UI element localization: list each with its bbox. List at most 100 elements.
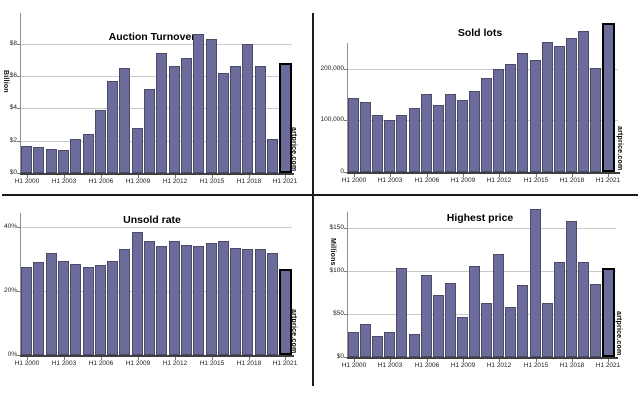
bar-h1-2015 bbox=[206, 243, 218, 355]
bar-h1-2012 bbox=[169, 66, 181, 173]
bar-h1-2009 bbox=[457, 100, 469, 172]
bar-h1-2011 bbox=[481, 303, 493, 357]
y-axis bbox=[347, 212, 348, 357]
bar-h1-2004 bbox=[396, 268, 408, 357]
bar-h1-2011 bbox=[156, 53, 168, 173]
x-tick bbox=[608, 174, 609, 177]
y-axis-label-billion: Billion bbox=[2, 70, 9, 93]
bar-h1-2021 bbox=[279, 63, 293, 173]
y-tick-label: 0 bbox=[340, 168, 344, 175]
x-tick bbox=[499, 174, 500, 177]
y-tick bbox=[344, 120, 347, 121]
horizontal-divider bbox=[2, 194, 638, 196]
bar-h1-2017 bbox=[554, 46, 566, 172]
bar-h1-2019 bbox=[255, 249, 267, 355]
bar-h1-2006 bbox=[421, 275, 433, 357]
y-tick bbox=[344, 314, 347, 315]
bar-h1-2010 bbox=[469, 91, 481, 172]
bar-h1-2016 bbox=[218, 241, 230, 355]
x-tick bbox=[175, 357, 176, 360]
bar-h1-2017 bbox=[230, 248, 242, 355]
y-axis-label-millions: Millions bbox=[329, 238, 336, 266]
bar-h1-2004 bbox=[70, 139, 82, 173]
bar-h1-2010 bbox=[144, 89, 156, 173]
watermark-artprice-top-left: artprice.com bbox=[290, 127, 297, 172]
x-tick-label: H1 2018 bbox=[559, 177, 585, 184]
x-tick-label: H1 2003 bbox=[377, 362, 403, 369]
bar-h1-2015 bbox=[530, 209, 542, 357]
chart-title-auction-turnover: Auction Turnover bbox=[108, 31, 196, 43]
bar-h1-2005 bbox=[409, 334, 421, 357]
bar-h1-2016 bbox=[218, 73, 230, 173]
x-tick-label: H1 2006 bbox=[414, 177, 440, 184]
bar-h1-2010 bbox=[144, 241, 156, 355]
bar-h1-2005 bbox=[83, 134, 95, 173]
x-tick bbox=[354, 359, 355, 362]
x-tick-label: H1 2003 bbox=[377, 177, 403, 184]
bar-h1-2006 bbox=[95, 110, 107, 173]
x-tick bbox=[572, 174, 573, 177]
x-tick bbox=[499, 359, 500, 362]
x-axis bbox=[347, 357, 618, 359]
bar-h1-2018 bbox=[242, 44, 254, 173]
x-tick bbox=[138, 357, 139, 360]
bar-h1-2001 bbox=[33, 147, 45, 173]
bar-h1-2020 bbox=[267, 253, 279, 355]
bar-h1-2000 bbox=[21, 267, 33, 355]
bar-h1-2004 bbox=[396, 115, 408, 172]
x-tick-label: H1 2000 bbox=[14, 178, 40, 185]
bar-h1-2013 bbox=[181, 58, 193, 173]
bar-h1-2000 bbox=[21, 146, 33, 173]
x-tick bbox=[427, 359, 428, 362]
vertical-divider bbox=[312, 13, 314, 386]
bar-h1-2001 bbox=[360, 324, 372, 357]
x-tick-label: H1 2015 bbox=[523, 362, 549, 369]
bar-h1-2012 bbox=[169, 241, 181, 355]
x-tick-label: H1 2003 bbox=[51, 360, 77, 367]
x-tick-label: H1 2000 bbox=[341, 177, 367, 184]
y-tick bbox=[17, 227, 20, 228]
y-tick bbox=[17, 355, 20, 356]
x-axis bbox=[20, 173, 294, 175]
y-tick bbox=[17, 141, 20, 142]
bar-h1-2001 bbox=[33, 262, 45, 355]
chart-title-highest-price: Highest price bbox=[446, 212, 514, 224]
y-tick bbox=[344, 69, 347, 70]
y-tick-label: $4 bbox=[9, 104, 17, 111]
x-tick-label: H1 2009 bbox=[125, 178, 151, 185]
chart-title-sold-lots: Sold lots bbox=[457, 27, 503, 39]
bar-h1-2000 bbox=[348, 98, 360, 172]
bar-h1-2009 bbox=[457, 317, 469, 357]
y-tick-label: $6 bbox=[9, 72, 17, 79]
bar-h1-2002 bbox=[372, 336, 384, 357]
x-tick bbox=[212, 357, 213, 360]
x-tick bbox=[285, 175, 286, 178]
watermark-artprice-bottom-left: artprice.com bbox=[290, 309, 297, 354]
x-tick-label: H1 2012 bbox=[486, 177, 512, 184]
x-tick-label: H1 2012 bbox=[162, 360, 188, 367]
bar-h1-2009 bbox=[132, 232, 144, 355]
bar-h1-2007 bbox=[107, 81, 119, 173]
x-tick-label: H1 2006 bbox=[88, 178, 114, 185]
x-tick bbox=[572, 359, 573, 362]
x-tick bbox=[390, 174, 391, 177]
x-tick bbox=[249, 357, 250, 360]
x-tick bbox=[463, 174, 464, 177]
y-tick bbox=[344, 271, 347, 272]
bar-h1-2002 bbox=[372, 115, 384, 172]
bar-h1-2006 bbox=[95, 265, 107, 355]
bar-h1-2003 bbox=[58, 261, 70, 355]
bar-h1-2020 bbox=[590, 284, 602, 357]
bar-h1-2018 bbox=[566, 221, 578, 357]
watermark-artprice-top-right: artprice.com bbox=[616, 126, 623, 171]
bar-h1-2007 bbox=[107, 261, 119, 355]
x-tick bbox=[27, 175, 28, 178]
bar-h1-2003 bbox=[384, 120, 396, 172]
bar-h1-2019 bbox=[578, 31, 590, 172]
x-tick bbox=[354, 174, 355, 177]
bar-h1-2003 bbox=[384, 332, 396, 357]
bar-h1-2004 bbox=[70, 264, 82, 355]
y-tick-label: $50 bbox=[333, 310, 344, 317]
